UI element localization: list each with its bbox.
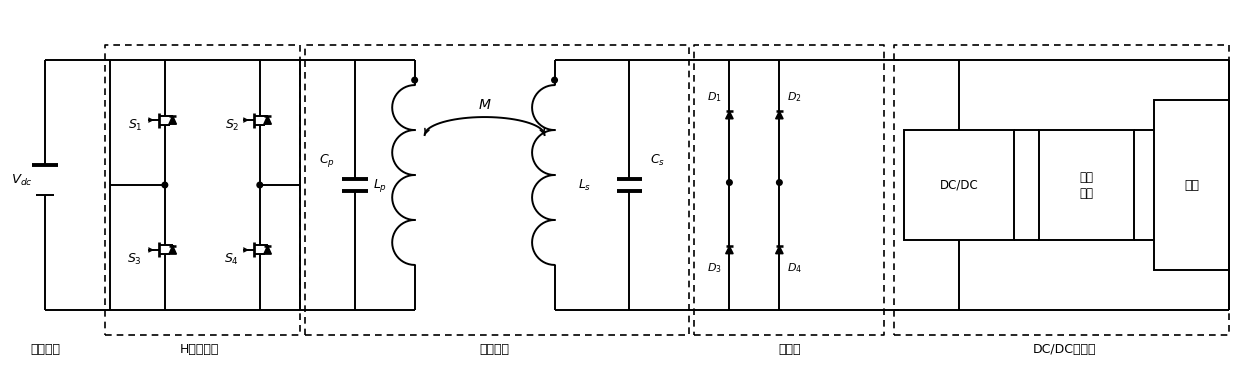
Text: 送能线圈: 送能线圈 [479, 343, 509, 356]
Text: $S_4$: $S_4$ [224, 252, 239, 268]
Circle shape [162, 182, 167, 188]
Bar [1040, 130, 1134, 240]
Circle shape [726, 180, 732, 185]
Text: $V_{dc}$: $V_{dc}$ [11, 172, 33, 188]
Polygon shape [264, 116, 271, 124]
Text: 负载: 负载 [1184, 178, 1199, 192]
Text: $C_s$: $C_s$ [650, 152, 665, 168]
Text: 直流电源: 直流电源 [30, 343, 59, 356]
Text: $D_1$: $D_1$ [707, 90, 722, 104]
Circle shape [777, 180, 782, 185]
Text: 整流桥: 整流桥 [778, 343, 800, 356]
Polygon shape [776, 111, 783, 119]
Bar [1154, 100, 1229, 270]
Circle shape [551, 77, 558, 83]
Text: H桥逆变器: H桥逆变器 [180, 343, 219, 356]
Text: $S_1$: $S_1$ [128, 118, 142, 132]
Text: DC/DC变换器: DC/DC变换器 [1032, 343, 1095, 356]
Polygon shape [169, 246, 176, 254]
Text: $D_3$: $D_3$ [707, 261, 722, 275]
Polygon shape [726, 111, 733, 119]
Text: DC/DC: DC/DC [940, 178, 979, 192]
Text: $S_3$: $S_3$ [128, 252, 142, 268]
Text: $D_2$: $D_2$ [787, 90, 802, 104]
Polygon shape [169, 116, 176, 124]
Polygon shape [726, 246, 733, 254]
Text: $S_2$: $S_2$ [224, 118, 239, 132]
Polygon shape [264, 246, 271, 254]
Text: $L_p$: $L_p$ [373, 176, 387, 194]
Bar [904, 130, 1015, 240]
Text: $M$: $M$ [478, 98, 492, 112]
Circle shape [411, 77, 418, 83]
Text: $D_4$: $D_4$ [787, 261, 802, 275]
Circle shape [256, 182, 263, 188]
Polygon shape [776, 246, 783, 254]
Text: 储能
单元: 储能 单元 [1079, 171, 1094, 199]
Text: $L_s$: $L_s$ [577, 178, 591, 192]
Text: $C_p$: $C_p$ [318, 152, 335, 168]
